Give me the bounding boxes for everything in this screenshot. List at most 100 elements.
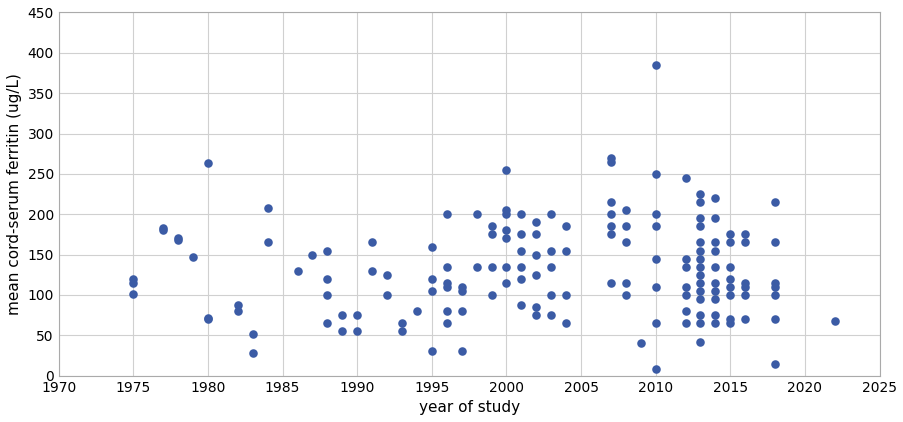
Point <box>454 284 469 290</box>
Point <box>677 284 692 290</box>
Point <box>365 239 379 246</box>
Point <box>767 292 781 298</box>
Point <box>498 207 513 214</box>
Point <box>693 279 707 286</box>
Point <box>454 308 469 314</box>
Point <box>647 255 662 262</box>
Point <box>677 263 692 270</box>
Point <box>514 276 528 282</box>
Point <box>186 254 200 260</box>
Point <box>320 276 334 282</box>
Point <box>558 247 573 254</box>
Point <box>737 279 751 286</box>
Point <box>693 239 707 246</box>
Point <box>528 251 543 258</box>
Point <box>409 308 424 314</box>
Point <box>693 320 707 327</box>
Point <box>707 215 721 222</box>
Point <box>707 263 721 270</box>
Point <box>156 227 171 234</box>
Point <box>826 317 841 324</box>
Point <box>707 247 721 254</box>
Point <box>693 338 707 345</box>
Point <box>349 328 364 335</box>
Point <box>395 320 409 327</box>
Point <box>484 223 498 230</box>
Point <box>737 316 751 322</box>
Point <box>707 312 721 319</box>
Point <box>439 263 453 270</box>
Point <box>693 199 707 206</box>
Point <box>603 231 618 238</box>
Point <box>498 263 513 270</box>
Point <box>603 154 618 161</box>
Point <box>484 231 498 238</box>
Point <box>737 239 751 246</box>
Point <box>603 199 618 206</box>
Point <box>200 316 215 322</box>
Point <box>558 292 573 298</box>
Y-axis label: mean cord-serum ferritin (ug/L): mean cord-serum ferritin (ug/L) <box>7 73 22 315</box>
Point <box>498 166 513 173</box>
Point <box>647 223 662 230</box>
Point <box>603 211 618 218</box>
Point <box>558 223 573 230</box>
Point <box>156 225 171 231</box>
Point <box>528 231 543 238</box>
Point <box>707 239 721 246</box>
Point <box>514 301 528 308</box>
Point <box>424 276 439 282</box>
Point <box>722 239 737 246</box>
Point <box>693 255 707 262</box>
Point <box>171 237 185 243</box>
Point <box>469 263 483 270</box>
Point <box>246 330 260 337</box>
Point <box>767 361 781 368</box>
Point <box>320 247 334 254</box>
Point <box>454 348 469 355</box>
Point <box>693 287 707 294</box>
Point <box>395 328 409 335</box>
Point <box>484 263 498 270</box>
Point <box>707 279 721 286</box>
Point <box>722 292 737 298</box>
Point <box>454 287 469 294</box>
Point <box>677 320 692 327</box>
Point <box>126 291 141 298</box>
Point <box>618 223 632 230</box>
Point <box>722 320 737 327</box>
Point <box>722 263 737 270</box>
Point <box>498 227 513 234</box>
Point <box>379 271 394 278</box>
Point <box>737 231 751 238</box>
Point <box>320 320 334 327</box>
Point <box>126 279 141 286</box>
Point <box>722 231 737 238</box>
Point <box>707 295 721 302</box>
Point <box>693 215 707 222</box>
Point <box>305 251 320 258</box>
Point <box>514 263 528 270</box>
Point <box>677 292 692 298</box>
Point <box>514 247 528 254</box>
Point <box>677 308 692 314</box>
Point <box>514 231 528 238</box>
Point <box>439 320 453 327</box>
Point <box>320 292 334 298</box>
Point <box>424 287 439 294</box>
Point <box>693 223 707 230</box>
Point <box>528 219 543 226</box>
Point <box>439 279 453 286</box>
Point <box>498 211 513 218</box>
Point <box>335 312 349 319</box>
Point <box>230 308 245 314</box>
Point <box>693 263 707 270</box>
Point <box>618 292 632 298</box>
Point <box>618 207 632 214</box>
Point <box>707 195 721 201</box>
Point <box>722 316 737 322</box>
Point <box>365 268 379 274</box>
Point <box>379 292 394 298</box>
Point <box>647 320 662 327</box>
Point <box>528 271 543 278</box>
